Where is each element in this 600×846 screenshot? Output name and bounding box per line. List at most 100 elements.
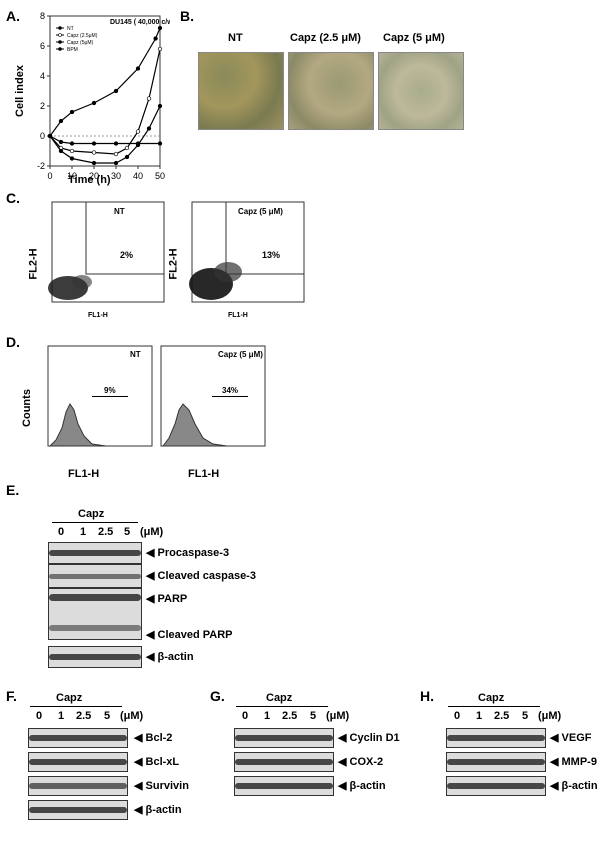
chart-xlabel: Time (h) <box>68 174 111 186</box>
h-row-label-1: ◀ MMP-9 <box>550 756 597 768</box>
panel-e-label: E. <box>6 482 20 498</box>
panel-h-label: H. <box>420 688 434 704</box>
panel-d-label: D. <box>6 334 20 350</box>
blot-cyclin-d1 <box>234 728 334 748</box>
f-dose-2: 2.5 <box>76 710 92 722</box>
e-unit: (μM) <box>140 526 164 538</box>
h-dose-2: 2.5 <box>494 710 510 722</box>
data-point <box>157 103 163 109</box>
legend-marker <box>58 40 62 44</box>
panel-c-label: C. <box>6 190 20 206</box>
blot-bclxl <box>28 752 128 772</box>
hist-title-nt: NT <box>130 350 141 359</box>
h-header-line <box>448 706 540 707</box>
f-header-line <box>30 706 122 707</box>
h-dose-3: 5 <box>522 710 529 722</box>
legend-marker <box>58 47 62 51</box>
data-point <box>91 160 97 166</box>
hist-xlabel-capz5: FL1-H <box>188 468 220 480</box>
legend-marker <box>58 33 62 37</box>
data-point <box>69 141 75 146</box>
flow-percent-nt: 2% <box>120 250 134 260</box>
legend-entry: NT <box>67 26 74 32</box>
chart-title: DU145 ( 40,000 c/w) <box>110 19 170 26</box>
y-tick-label: 4 <box>40 71 45 81</box>
series-line-0 <box>49 27 161 137</box>
flow-plot-nt <box>48 201 165 303</box>
micrograph-capz5 <box>378 52 464 130</box>
g-header-line <box>236 706 328 707</box>
data-point <box>113 151 119 157</box>
e-dose-1: 1 <box>80 526 87 538</box>
micro-label-capz25: Capz (2.5 μM) <box>290 32 361 44</box>
blot-beta-actin-e <box>48 646 142 668</box>
g-dose-0: 0 <box>242 710 249 722</box>
legend-marker <box>58 26 62 30</box>
hist-percent-nt: 9% <box>104 386 116 395</box>
e-row-label-3: ◀ Cleaved PARP <box>146 629 233 641</box>
flow-ylabel-capz5: FL2-H <box>167 248 180 280</box>
f-row-label-2: ◀ Survivin <box>134 780 189 792</box>
panel-b-label: B. <box>180 8 194 24</box>
g-dose-1: 1 <box>264 710 271 722</box>
chart-ylabel: Cell index <box>13 65 26 117</box>
flow-title-nt: NT <box>114 207 125 216</box>
f-capz-header: Capz <box>56 692 83 704</box>
data-point <box>135 66 141 71</box>
data-point <box>69 148 75 154</box>
f-row-label-1: ◀ Bcl-xL <box>134 756 180 768</box>
micro-label-capz5: Capz (5 μM) <box>383 32 445 44</box>
legend-entry: BPM <box>67 47 78 53</box>
blot-parp <box>48 588 142 640</box>
data-point <box>58 139 64 145</box>
histogram-nt <box>47 345 153 447</box>
data-point <box>153 36 158 41</box>
e-header-line <box>52 522 138 523</box>
data-point <box>146 126 152 131</box>
data-point <box>113 160 119 166</box>
data-point <box>135 141 141 146</box>
blot-beta-actin-g <box>234 776 334 796</box>
g-row-label-0: ◀ Cyclin D1 <box>338 732 400 744</box>
y-tick-label: 2 <box>40 101 45 111</box>
hist-gate-capz5 <box>212 396 248 397</box>
data-point <box>157 25 163 31</box>
data-point <box>157 141 163 146</box>
x-tick-label: 20 <box>89 171 99 181</box>
hist-xlabel-nt: FL1-H <box>68 468 100 480</box>
x-tick-label: 30 <box>111 171 121 181</box>
series-line-1 <box>49 48 161 155</box>
panel-f-label: F. <box>6 688 17 704</box>
e-row-label-1: ◀ Cleaved caspase-3 <box>146 570 256 582</box>
h-row-label-2: ◀ β-actin <box>550 780 598 792</box>
panel-a-label: A. <box>6 8 20 24</box>
x-tick-label: 0 <box>47 171 52 181</box>
flow-xlabel-nt: FL1-H <box>88 312 108 319</box>
h-capz-header: Capz <box>478 692 505 704</box>
x-tick-label: 50 <box>155 171 165 181</box>
f-unit: (μM) <box>120 710 144 722</box>
x-tick-label: 40 <box>133 171 143 181</box>
legend-entry: Capz (2.5μM) <box>67 33 98 39</box>
hist-percent-capz5: 34% <box>222 386 239 395</box>
h-dose-0: 0 <box>454 710 461 722</box>
data-point <box>135 129 141 134</box>
g-capz-header: Capz <box>266 692 293 704</box>
y-tick-label: -2 <box>37 161 45 171</box>
chart-frame <box>49 15 161 167</box>
blot-cleaved-caspase3 <box>48 564 142 588</box>
y-tick-label: 8 <box>40 11 45 21</box>
data-point <box>58 118 64 124</box>
blot-beta-actin-h <box>446 776 546 796</box>
blot-mmp9 <box>446 752 546 772</box>
f-dose-0: 0 <box>36 710 43 722</box>
data-point <box>91 100 97 106</box>
e-dose-3: 5 <box>124 526 131 538</box>
data-point <box>157 46 163 52</box>
blot-beta-actin-f <box>28 800 128 820</box>
micrograph-capz25 <box>288 52 374 130</box>
data-point <box>113 141 119 146</box>
data-point <box>69 109 75 115</box>
data-point <box>69 156 75 161</box>
